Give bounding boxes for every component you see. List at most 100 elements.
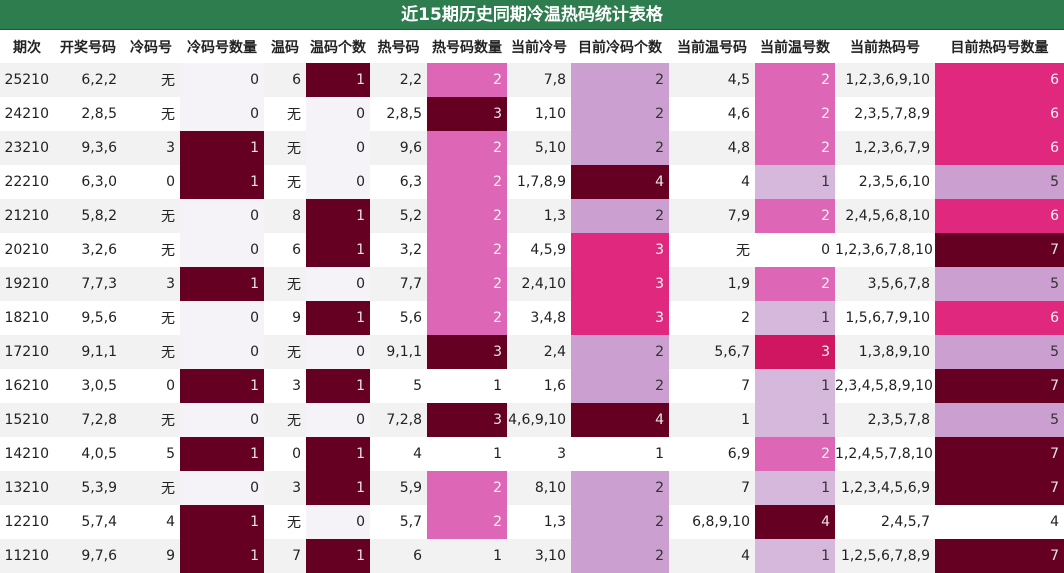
page-title: 近15期历史同期冷温热码统计表格 bbox=[0, 0, 1064, 30]
cell-current-warm-count: 0 bbox=[755, 233, 835, 267]
cell-current-cold: 4,6,9,10 bbox=[507, 403, 571, 437]
cell-warm-count: 1 bbox=[306, 471, 370, 505]
cell-hot-count: 2 bbox=[427, 131, 507, 165]
cell-warm-count: 0 bbox=[306, 505, 370, 539]
cell-current-cold-count: 2 bbox=[571, 97, 669, 131]
cell-hot-count: 2 bbox=[427, 267, 507, 301]
cell-draw-numbers: 9,3,6 bbox=[54, 131, 122, 165]
cell-warm-count: 0 bbox=[306, 335, 370, 369]
header-cold-count: 冷码号数量 bbox=[187, 39, 257, 56]
cell-current-warm-count: 1 bbox=[755, 165, 835, 199]
cell-cold-count: 0 bbox=[180, 403, 264, 437]
cell-draw-numbers: 6,2,2 bbox=[54, 63, 122, 97]
cell-cold-count: 1 bbox=[180, 165, 264, 199]
cell-draw-numbers: 6,3,0 bbox=[54, 165, 122, 199]
cell-current-warm-count: 1 bbox=[755, 369, 835, 403]
table-row: 11210 9,7,6 9 1 7 1 6 1 3,10 2 4 1 1,2,5,6,7,8,9 7 bbox=[0, 539, 1064, 573]
table-row: 14210 4,0,5 5 1 0 1 4 1 3 1 6,9 2 1,2,4,5,7,8,10 7 bbox=[0, 437, 1064, 471]
table-row: 21210 5,8,2 无 0 8 1 5,2 2 1,3 2 7,9 2 2,4,5,6,8,10 6 bbox=[0, 199, 1064, 233]
cell-current-warm-count: 3 bbox=[755, 335, 835, 369]
cell-current-cold: 1,6 bbox=[507, 369, 571, 403]
cell-draw-numbers: 5,3,9 bbox=[54, 471, 122, 505]
cell-current-hot: 1,2,3,6,7,9 bbox=[835, 131, 935, 165]
cell-draw-numbers: 9,5,6 bbox=[54, 301, 122, 335]
header-row: 期次 开奖号码 冷码号 冷码号数量 温码 温码个数 热号码 热号码数量 当前冷号… bbox=[0, 30, 1064, 63]
cell-current-hot-count: 7 bbox=[935, 437, 1064, 471]
cell-draw-numbers: 9,7,6 bbox=[54, 539, 122, 573]
cell-cold-count: 0 bbox=[180, 471, 264, 505]
cell-cold-numbers: 无 bbox=[122, 403, 180, 437]
cell-draw-numbers: 7,2,8 bbox=[54, 403, 122, 437]
cell-current-warm: 4 bbox=[669, 165, 755, 199]
header-cold-numbers: 冷码号 bbox=[130, 39, 172, 56]
cell-draw-numbers: 2,8,5 bbox=[54, 97, 122, 131]
cell-current-hot-count: 6 bbox=[935, 199, 1064, 233]
cell-warm-numbers: 6 bbox=[264, 233, 306, 267]
cell-current-hot: 1,2,3,4,5,6,9 bbox=[835, 471, 935, 505]
cell-cold-count: 1 bbox=[180, 131, 264, 165]
cell-current-cold: 5,10 bbox=[507, 131, 571, 165]
cell-current-cold: 2,4 bbox=[507, 335, 571, 369]
cell-current-hot-count: 7 bbox=[935, 471, 1064, 505]
cell-warm-count: 1 bbox=[306, 539, 370, 573]
cell-hot-numbers: 6,3 bbox=[370, 165, 427, 199]
cell-hot-count: 1 bbox=[427, 539, 507, 573]
cell-current-warm: 4 bbox=[669, 539, 755, 573]
cell-cold-count: 1 bbox=[180, 539, 264, 573]
cell-current-hot: 2,4,5,6,8,10 bbox=[835, 199, 935, 233]
cell-cold-count: 0 bbox=[180, 199, 264, 233]
cell-warm-numbers: 0 bbox=[264, 437, 306, 471]
cell-current-hot: 3,5,6,7,8 bbox=[835, 267, 935, 301]
cell-draw-numbers: 7,7,3 bbox=[54, 267, 122, 301]
cell-warm-numbers: 无 bbox=[264, 403, 306, 437]
cell-draw-numbers: 5,8,2 bbox=[54, 199, 122, 233]
cell-hot-numbers: 9,6 bbox=[370, 131, 427, 165]
cell-warm-numbers: 7 bbox=[264, 539, 306, 573]
cell-cold-numbers: 无 bbox=[122, 335, 180, 369]
cell-hot-numbers: 4 bbox=[370, 437, 427, 471]
cell-hot-numbers: 2,2 bbox=[370, 63, 427, 97]
cell-current-warm-count: 2 bbox=[755, 131, 835, 165]
cell-current-cold-count: 3 bbox=[571, 233, 669, 267]
cell-warm-count: 1 bbox=[306, 233, 370, 267]
cell-period: 11210 bbox=[0, 539, 54, 573]
cell-current-hot: 1,2,3,6,7,8,10 bbox=[835, 233, 935, 267]
cell-period: 20210 bbox=[0, 233, 54, 267]
cell-current-warm-count: 2 bbox=[755, 63, 835, 97]
cell-draw-numbers: 9,1,1 bbox=[54, 335, 122, 369]
cell-warm-numbers: 9 bbox=[264, 301, 306, 335]
cell-hot-numbers: 2,8,5 bbox=[370, 97, 427, 131]
cell-current-hot-count: 6 bbox=[935, 301, 1064, 335]
cell-current-hot-count: 6 bbox=[935, 131, 1064, 165]
cell-current-hot-count: 5 bbox=[935, 335, 1064, 369]
table-row: 20210 3,2,6 无 0 6 1 3,2 2 4,5,9 3 无 0 1,2,3,6,7,8,10… bbox=[0, 233, 1064, 267]
cell-current-warm-count: 4 bbox=[755, 505, 835, 539]
cell-current-warm: 7 bbox=[669, 369, 755, 403]
cell-period: 22210 bbox=[0, 165, 54, 199]
cell-current-hot-count: 4 bbox=[935, 505, 1064, 539]
cell-current-warm-count: 1 bbox=[755, 471, 835, 505]
cell-period: 18210 bbox=[0, 301, 54, 335]
cell-hot-count: 2 bbox=[427, 199, 507, 233]
cell-hot-count: 2 bbox=[427, 165, 507, 199]
cell-current-warm: 1,9 bbox=[669, 267, 755, 301]
cell-current-cold-count: 2 bbox=[571, 63, 669, 97]
cell-current-warm-count: 1 bbox=[755, 539, 835, 573]
cell-hot-numbers: 5,6 bbox=[370, 301, 427, 335]
cell-current-cold: 1,7,8,9 bbox=[507, 165, 571, 199]
cell-current-hot: 1,2,5,6,7,8,9 bbox=[835, 539, 935, 573]
cell-current-warm: 5,6,7 bbox=[669, 335, 755, 369]
cell-period: 21210 bbox=[0, 199, 54, 233]
cell-current-warm: 2 bbox=[669, 301, 755, 335]
cell-current-warm: 6,8,9,10 bbox=[669, 505, 755, 539]
cell-current-hot: 1,2,4,5,7,8,10 bbox=[835, 437, 935, 471]
cell-current-cold-count: 4 bbox=[571, 165, 669, 199]
cell-cold-numbers: 无 bbox=[122, 233, 180, 267]
cell-warm-count: 0 bbox=[306, 267, 370, 301]
cell-warm-count: 1 bbox=[306, 369, 370, 403]
cell-current-cold: 2,4,10 bbox=[507, 267, 571, 301]
cell-current-hot: 2,3,5,6,10 bbox=[835, 165, 935, 199]
cell-current-cold: 1,10 bbox=[507, 97, 571, 131]
cell-current-hot: 1,3,8,9,10 bbox=[835, 335, 935, 369]
cell-current-cold-count: 3 bbox=[571, 267, 669, 301]
